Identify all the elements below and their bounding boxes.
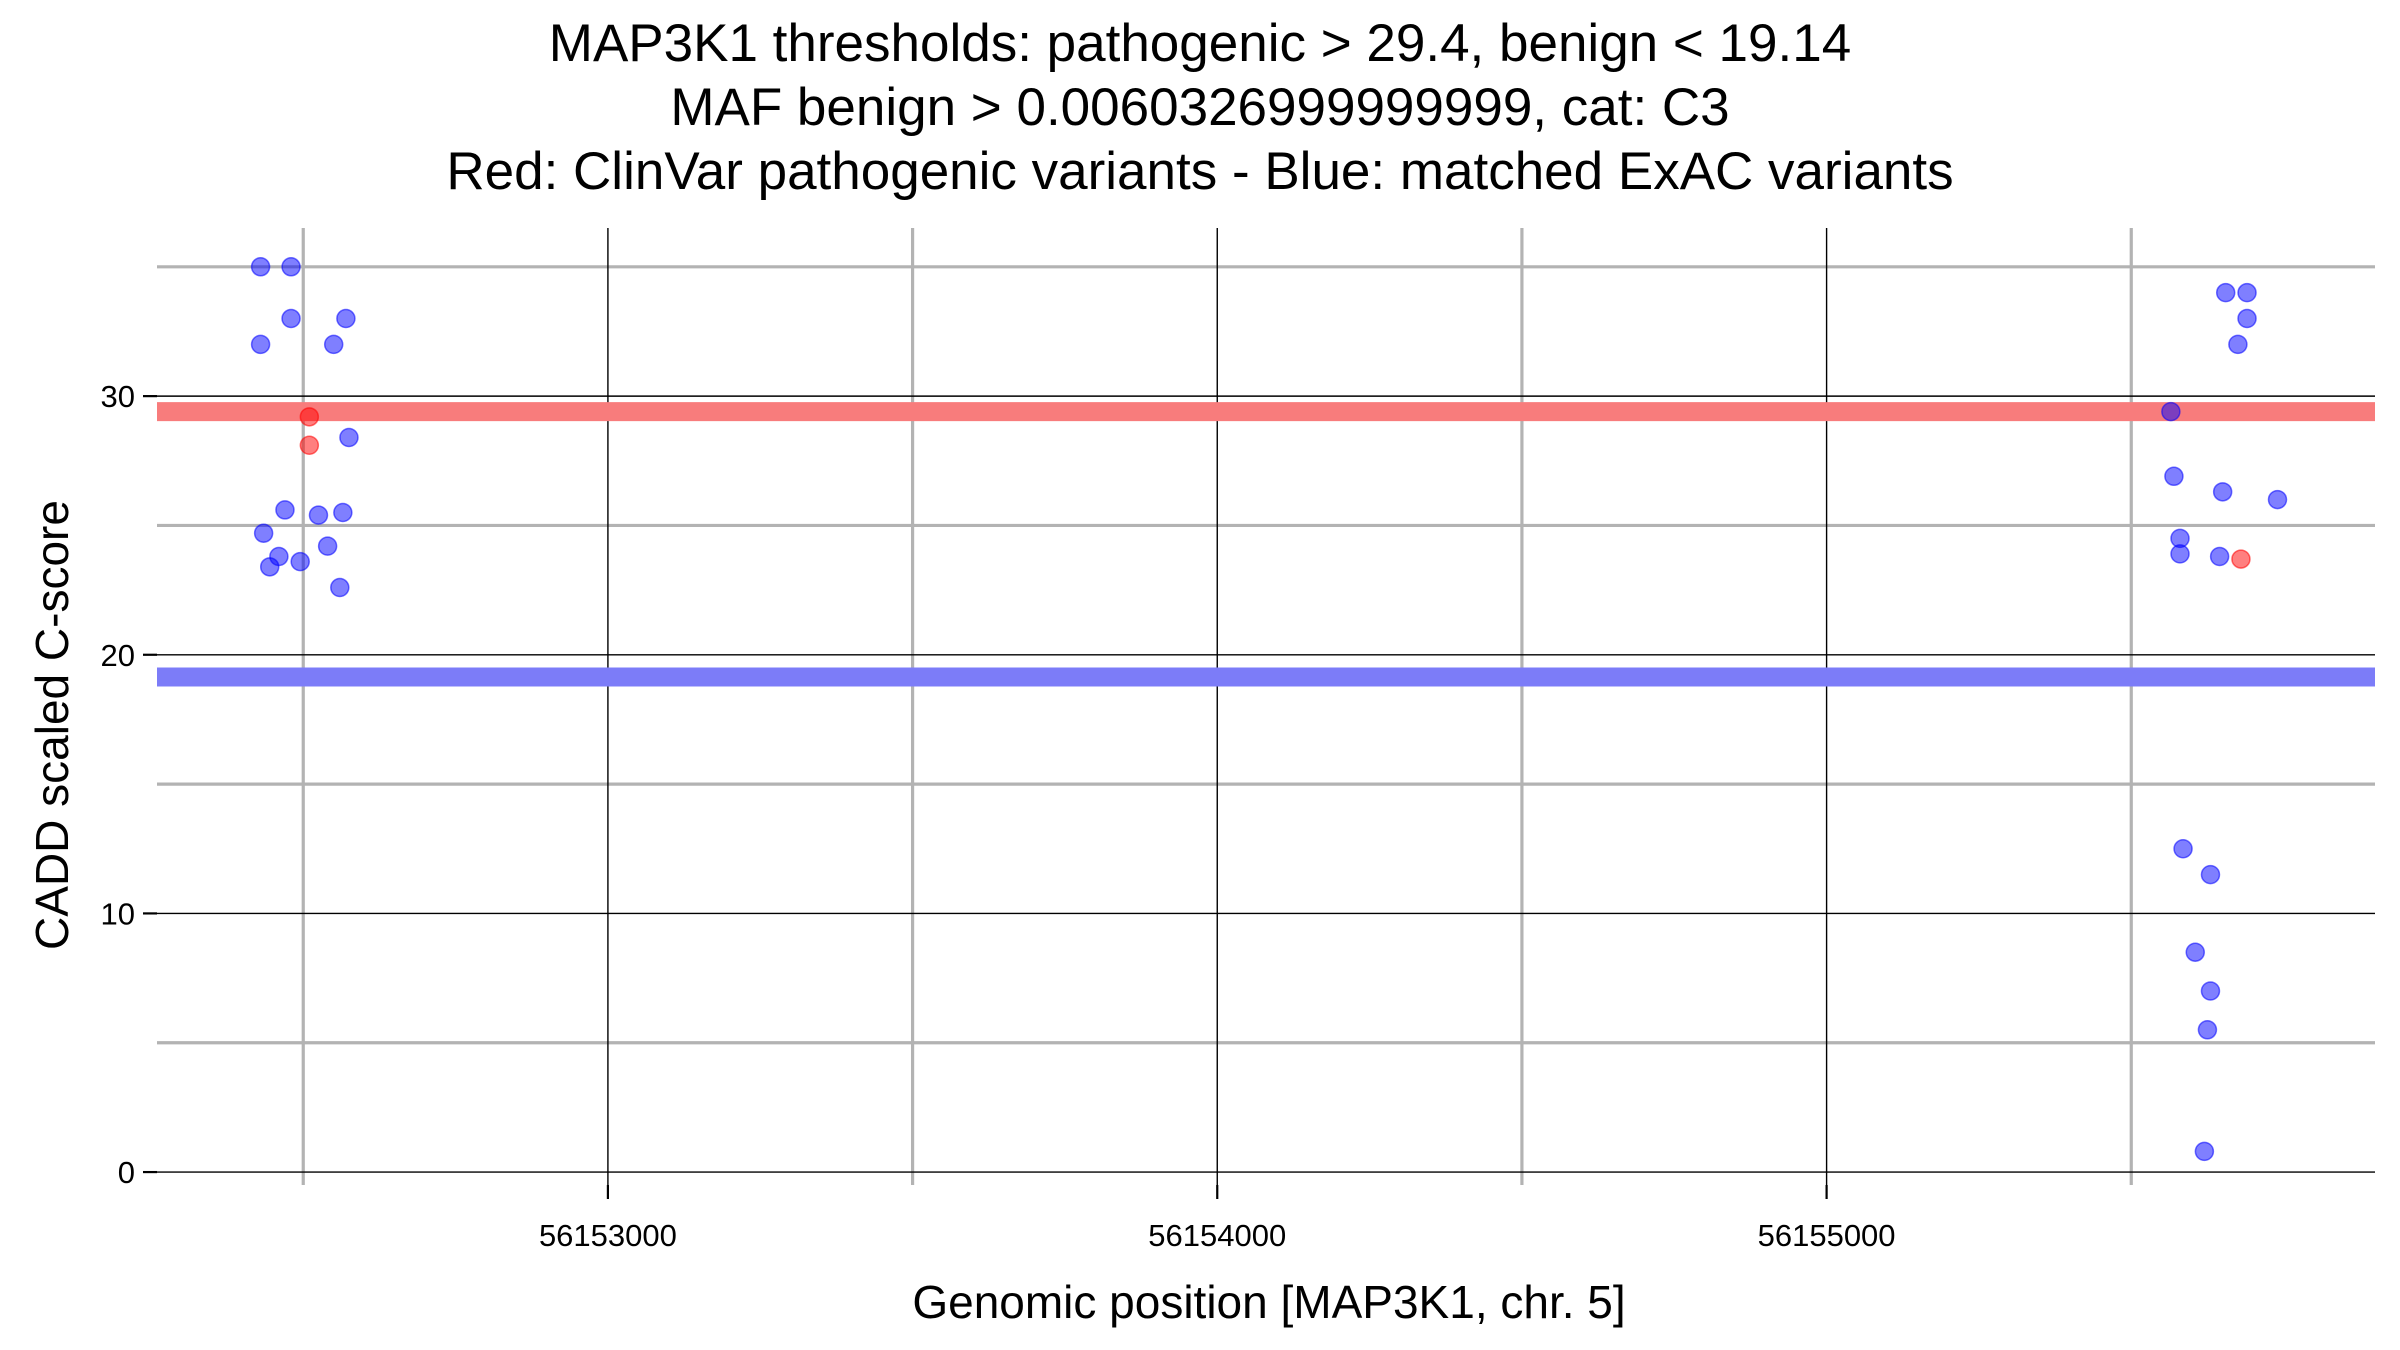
data-point [2209,546,2230,567]
data-point [2228,334,2248,355]
x-tick-label: 56155000 [1758,1218,1896,1253]
data-point [2267,489,2288,510]
data-point [2200,864,2221,885]
data-points [250,257,2288,1162]
data-point [317,536,338,556]
chart-title: MAP3K1 thresholds: pathogenic > 29.4, be… [0,12,2400,204]
data-point [290,551,310,572]
x-axis-title: Genomic position [MAP3K1, chr. 5] [912,1276,1625,1328]
data-point [2215,282,2236,303]
data-point [333,502,353,523]
data-point [250,334,271,355]
data-point [2164,466,2184,487]
data-point [2185,942,2205,962]
data-point [2200,981,2221,1001]
gridlines [157,228,2375,1185]
chart-title-line-3: Red: ClinVar pathogenic variants - Blue:… [446,142,1954,201]
data-point [2161,401,2181,422]
data-point [299,407,320,427]
data-point [2194,1141,2215,1162]
data-point [259,557,280,577]
chart-title-line-1: MAP3K1 thresholds: pathogenic > 29.4, be… [548,14,1852,73]
data-point [2237,308,2257,329]
data-point [299,435,320,456]
y-tick-label: 20 [101,638,135,673]
data-point [281,257,301,277]
data-point [2197,1020,2218,1040]
data-point [2212,482,2233,502]
data-point [330,577,350,598]
data-point [308,505,329,525]
y-tick-label: 30 [101,379,135,414]
data-point [2231,549,2251,569]
x-tick-label: 56153000 [539,1218,677,1253]
x-tick-label: 56154000 [1148,1218,1286,1253]
data-point [2173,839,2193,859]
data-point [250,257,271,277]
data-point [2237,282,2257,303]
data-point [339,427,359,448]
data-point [281,308,301,329]
y-axis-title: CADD scaled C-score [26,500,78,950]
data-point [275,500,295,520]
chart-title-line-2: MAF benign > 0.0060326999999999, cat: C3 [670,78,1730,137]
data-point [2170,544,2190,564]
y-tick-label: 0 [118,1155,135,1190]
data-point [253,523,274,543]
y-tick-label: 10 [101,896,135,931]
data-point [323,334,344,355]
threshold-lines [157,402,2375,687]
data-point [336,308,356,329]
axes: 0 10 20 30 56153000 56154000 56155000 [101,379,1896,1253]
